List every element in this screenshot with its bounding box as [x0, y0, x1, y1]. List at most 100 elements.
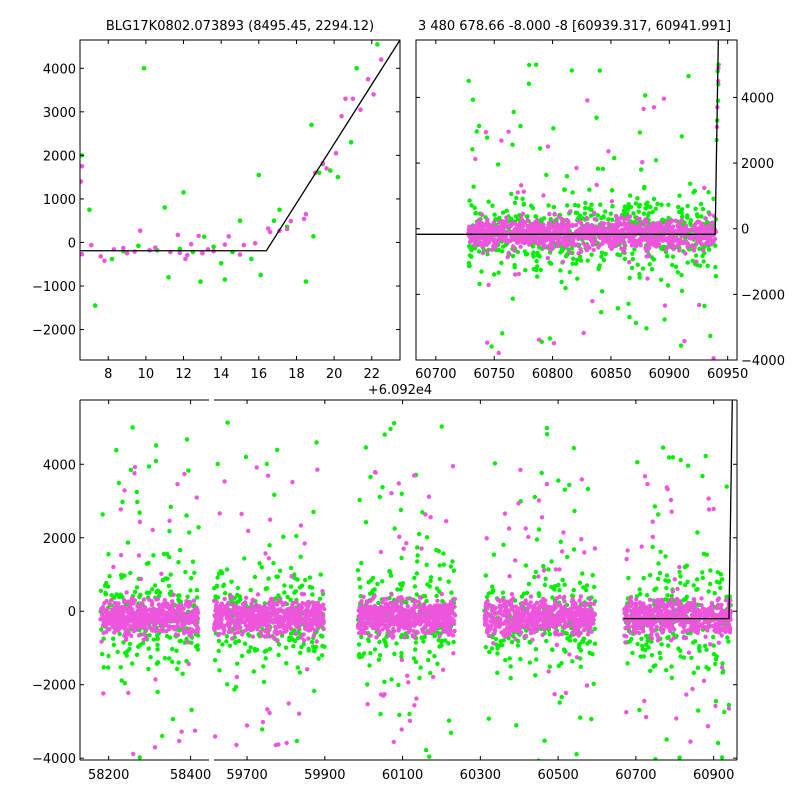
- magenta-point: [141, 597, 147, 602]
- magenta-point: [604, 235, 610, 241]
- green-point: [547, 260, 552, 265]
- green-point: [595, 213, 600, 218]
- magenta-point: [495, 239, 500, 245]
- magenta-point: [395, 598, 400, 604]
- magenta-point: [262, 634, 268, 639]
- green-point: [437, 576, 443, 582]
- green-point: [355, 568, 361, 573]
- magenta-point: [522, 634, 527, 639]
- green-point: [559, 279, 564, 285]
- green-point: [599, 254, 604, 259]
- green-point: [181, 190, 186, 195]
- magenta-point: [412, 703, 417, 708]
- magenta-point: [236, 605, 242, 610]
- magenta-point: [118, 507, 124, 512]
- green-point: [483, 573, 488, 578]
- magenta-point: [447, 614, 452, 619]
- magenta-point: [589, 629, 594, 634]
- magenta-point: [652, 242, 657, 248]
- green-point: [533, 673, 538, 678]
- green-point: [662, 317, 667, 322]
- green-point: [651, 196, 657, 202]
- green-point: [589, 252, 594, 257]
- green-point: [118, 665, 124, 670]
- green-point: [219, 780, 223, 784]
- green-point: [558, 268, 563, 273]
- magenta-point: [303, 601, 308, 607]
- magenta-point: [406, 630, 411, 635]
- green-point: [679, 288, 685, 294]
- magenta-point: [539, 224, 544, 229]
- green-point: [297, 585, 303, 590]
- magenta-point: [697, 302, 702, 308]
- magenta-point: [364, 599, 369, 604]
- magenta-point: [706, 241, 711, 247]
- magenta-point: [576, 251, 581, 256]
- green-point: [565, 203, 570, 208]
- green-point: [427, 649, 432, 655]
- magenta-point: [606, 149, 611, 154]
- green-point: [153, 458, 159, 464]
- green-point: [697, 263, 703, 268]
- magenta-point: [548, 236, 553, 241]
- green-point: [498, 643, 503, 648]
- magenta-point: [305, 667, 310, 672]
- magenta-point: [322, 606, 327, 612]
- green-point: [367, 663, 372, 668]
- magenta-point: [213, 603, 219, 609]
- magenta-point: [433, 627, 438, 632]
- magenta-point: [115, 626, 120, 631]
- magenta-point: [290, 602, 295, 607]
- magenta-point: [481, 225, 486, 230]
- green-point: [316, 170, 322, 176]
- magenta-point: [99, 639, 104, 644]
- magenta-point: [294, 600, 299, 605]
- green-point: [419, 635, 424, 640]
- magenta-point: [506, 250, 511, 256]
- magenta-point: [609, 199, 615, 204]
- magenta-point: [396, 609, 402, 614]
- magenta-point: [594, 182, 599, 188]
- magenta-point: [302, 541, 307, 546]
- magenta-point: [656, 243, 661, 248]
- y-tick-label: 0: [68, 236, 76, 251]
- green-point: [649, 267, 655, 272]
- green-point: [248, 587, 253, 593]
- magenta-point: [107, 626, 112, 632]
- magenta-point: [114, 610, 119, 615]
- magenta-point: [609, 246, 614, 252]
- green-point: [439, 639, 444, 645]
- magenta-point: [320, 589, 325, 594]
- magenta-point: [262, 610, 267, 616]
- green-point: [107, 574, 112, 579]
- green-point: [294, 738, 300, 744]
- magenta-point: [655, 237, 660, 242]
- green-point: [434, 586, 440, 591]
- green-point: [571, 256, 576, 261]
- green-point: [380, 485, 385, 490]
- green-point: [556, 478, 561, 483]
- green-point: [572, 508, 577, 514]
- green-point: [531, 250, 536, 255]
- green-point: [411, 656, 417, 661]
- green-point: [448, 730, 454, 735]
- green-point: [125, 540, 131, 545]
- magenta-point: [625, 234, 630, 239]
- magenta-point: [218, 624, 223, 629]
- magenta-point: [533, 220, 538, 225]
- magenta-point: [429, 613, 434, 619]
- green-point: [551, 204, 557, 210]
- magenta-point: [396, 481, 401, 486]
- magenta-point: [268, 596, 274, 602]
- magenta-point: [651, 225, 657, 230]
- green-point: [637, 272, 642, 277]
- green-point: [532, 494, 537, 500]
- magenta-point: [365, 76, 371, 82]
- magenta-point: [548, 240, 554, 245]
- green-point: [229, 579, 234, 584]
- green-point: [472, 205, 477, 210]
- green-point: [688, 220, 693, 226]
- magenta-point: [239, 609, 244, 614]
- green-point: [533, 647, 539, 652]
- green-point: [583, 205, 588, 211]
